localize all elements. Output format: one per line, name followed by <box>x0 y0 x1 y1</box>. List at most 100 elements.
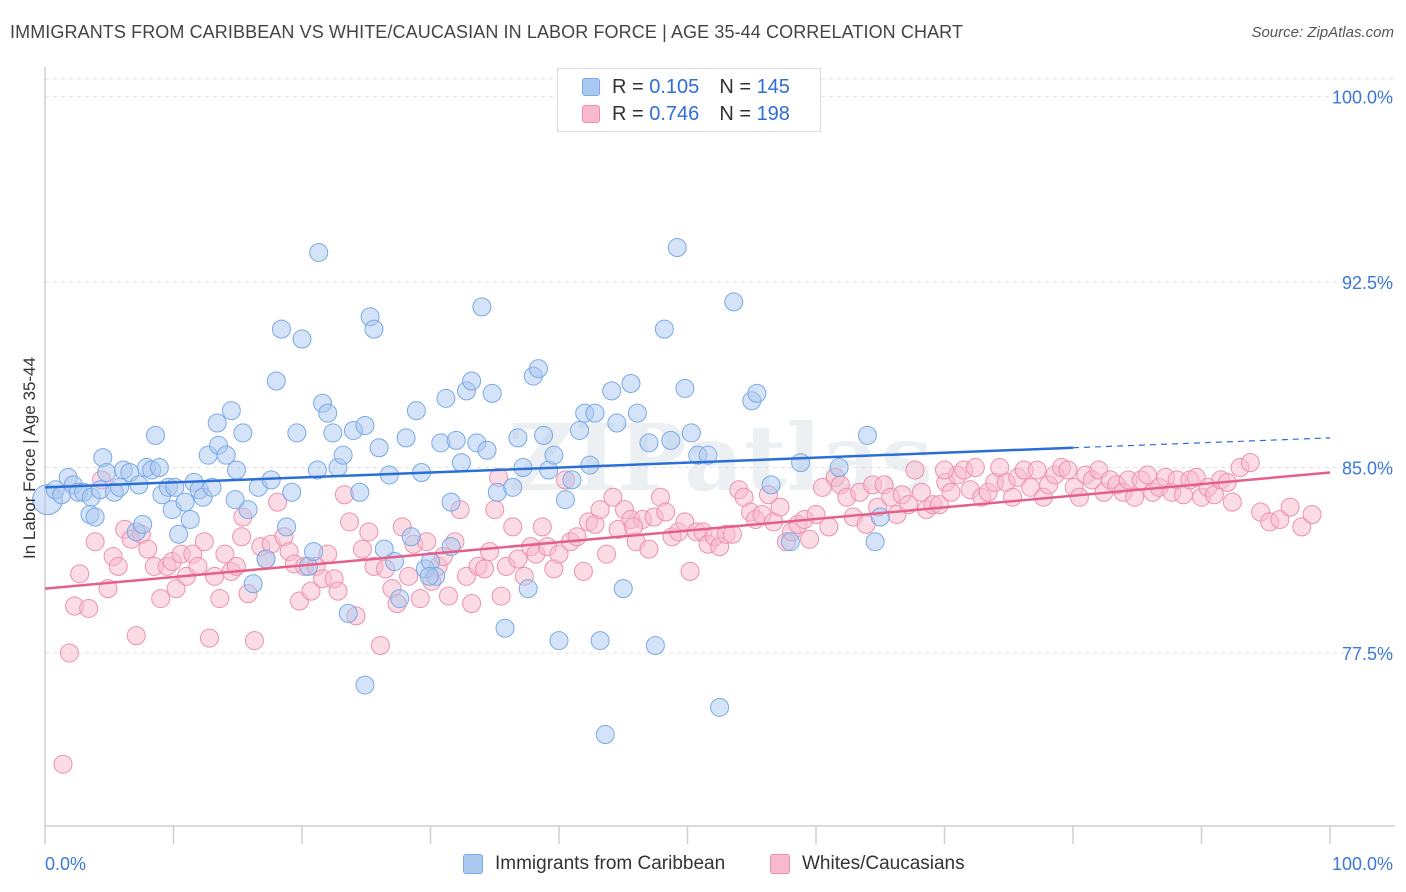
legend-row-whites: R = 0.746 N = 198 <box>582 101 790 127</box>
data-point-caribbean <box>627 403 647 423</box>
data-point-whites <box>800 529 820 549</box>
legend-n-value: 198 <box>756 102 790 125</box>
legend-item-whites: Whites/Caucasians <box>770 851 965 877</box>
data-point-caribbean <box>146 425 166 445</box>
data-point-caribbean <box>681 423 701 443</box>
data-point-caribbean <box>761 475 781 495</box>
data-point-caribbean <box>401 527 421 547</box>
data-point-caribbean <box>446 430 466 450</box>
data-point-caribbean <box>791 453 811 473</box>
data-point-whites <box>410 589 430 609</box>
data-point-caribbean <box>585 403 605 423</box>
data-point-caribbean <box>602 381 622 401</box>
data-point-caribbean <box>385 551 405 571</box>
data-point-whites <box>965 458 985 478</box>
data-point-whites <box>268 492 288 512</box>
data-point-caribbean <box>390 589 410 609</box>
data-point-caribbean <box>292 329 312 349</box>
data-point-caribbean <box>555 490 575 510</box>
data-point-whites <box>480 542 500 562</box>
data-point-whites <box>911 482 931 502</box>
data-point-whites <box>474 559 494 579</box>
data-point-caribbean <box>590 631 610 651</box>
data-point-whites <box>210 589 230 609</box>
legend-stats: R = 0.105 N = 145 R = 0.746 N = 198 <box>557 68 821 132</box>
data-point-whites <box>941 482 961 502</box>
data-point-caribbean <box>364 319 384 339</box>
data-point-caribbean <box>645 636 665 656</box>
legend-swatch-pink <box>770 854 790 874</box>
data-point-whites <box>1240 453 1260 473</box>
trend-lines <box>44 437 1331 590</box>
data-point-whites <box>770 497 790 517</box>
data-point-caribbean <box>406 401 426 421</box>
grid-lines <box>45 78 1395 654</box>
data-point-whites <box>205 566 225 586</box>
data-point-whites <box>1058 460 1078 480</box>
legend-r-label: R = <box>612 75 644 98</box>
data-point-whites <box>508 549 528 569</box>
legend-swatch-pink <box>582 105 600 123</box>
data-point-caribbean <box>472 297 492 317</box>
data-point-caribbean <box>528 359 548 379</box>
trend-line-caribbean <box>44 446 1074 489</box>
legend-row-caribbean: R = 0.105 N = 145 <box>582 74 790 100</box>
data-point-caribbean <box>323 423 343 443</box>
data-point-caribbean <box>369 438 389 458</box>
data-point-whites <box>438 586 458 606</box>
data-point-whites <box>485 500 505 520</box>
data-point-caribbean <box>595 725 615 745</box>
data-point-caribbean <box>133 514 153 534</box>
data-point-caribbean <box>355 675 375 695</box>
data-point-whites <box>199 628 219 648</box>
data-point-whites <box>188 556 208 576</box>
series-caribbean-points <box>32 238 890 745</box>
legend-label-whites: Whites/Caucasians <box>802 853 965 874</box>
data-point-caribbean <box>304 542 324 562</box>
data-point-caribbean <box>256 549 276 569</box>
data-point-caribbean <box>462 371 482 391</box>
legend-r-value: 0.746 <box>649 102 700 125</box>
data-point-caribbean <box>202 477 222 497</box>
data-point-whites <box>656 502 676 522</box>
data-point-whites <box>573 561 593 581</box>
data-point-whites <box>597 544 617 564</box>
data-point-whites <box>1069 487 1089 507</box>
data-point-caribbean <box>149 458 169 478</box>
data-point-whites <box>151 589 171 609</box>
legend-label-caribbean: Immigrants from Caribbean <box>495 853 726 874</box>
data-point-caribbean <box>282 482 302 502</box>
tick-labels: 77.5% 85.0% 92.5% 100.0% 0.0% 100.0% <box>45 88 1393 874</box>
data-point-whites <box>567 527 587 547</box>
data-point-caribbean <box>675 378 695 398</box>
data-point-caribbean <box>318 403 338 423</box>
data-point-whites <box>1003 487 1023 507</box>
source-credit: Source: ZipAtlas.com <box>1251 24 1394 41</box>
data-point-caribbean <box>309 242 329 262</box>
data-point-whites <box>138 539 158 559</box>
legend-n-label: N = <box>719 75 751 98</box>
data-point-caribbean <box>419 566 439 586</box>
data-point-caribbean <box>654 319 674 339</box>
data-point-whites <box>1125 487 1145 507</box>
data-point-whites <box>491 586 511 606</box>
data-point-caribbean <box>621 373 641 393</box>
data-point-whites <box>624 517 644 537</box>
data-point-caribbean <box>747 383 767 403</box>
data-point-caribbean <box>436 388 456 408</box>
data-point-caribbean <box>570 420 590 440</box>
data-point-caribbean <box>562 470 582 490</box>
data-point-caribbean <box>238 500 258 520</box>
data-point-caribbean <box>226 460 246 480</box>
data-point-whites <box>166 579 186 599</box>
data-point-whites <box>215 544 235 564</box>
data-point-whites <box>359 522 379 542</box>
data-point-whites <box>108 556 128 576</box>
data-point-whites <box>1270 509 1290 529</box>
legend-n-value: 145 <box>756 75 790 98</box>
data-point-whites <box>603 487 623 507</box>
data-point-caribbean <box>277 517 297 537</box>
data-point-caribbean <box>661 430 681 450</box>
data-point-whites <box>532 517 552 537</box>
